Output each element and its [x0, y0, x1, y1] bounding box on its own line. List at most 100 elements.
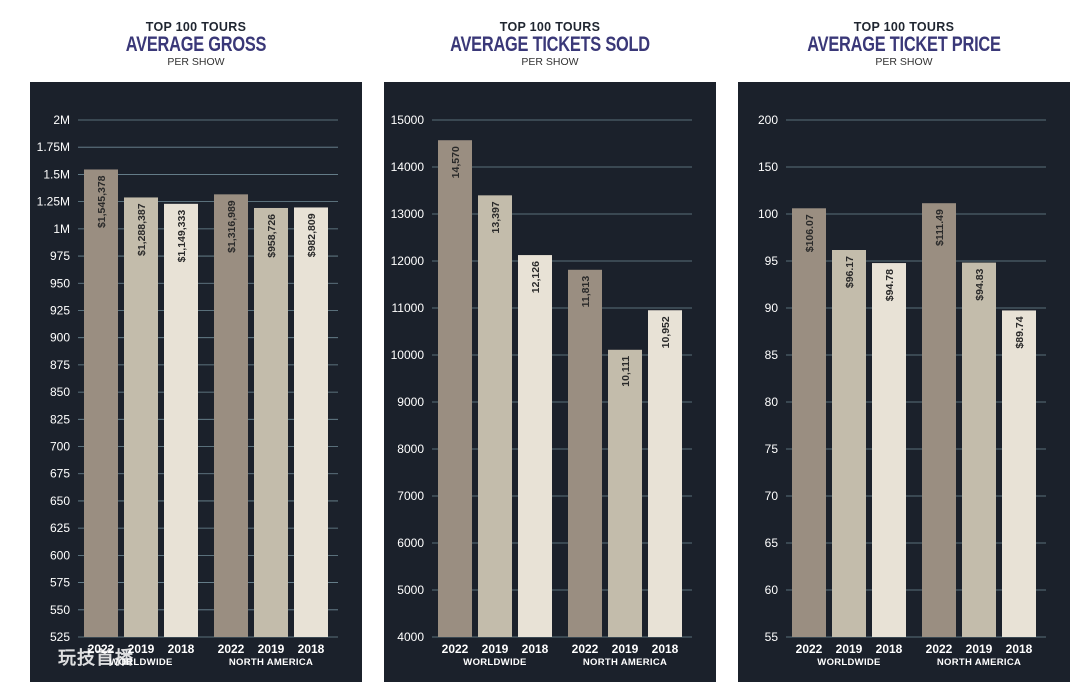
- y-tick-label: 5000: [397, 583, 424, 597]
- y-tick-label: 13000: [391, 207, 425, 221]
- data-label: $1,288,387: [136, 203, 148, 256]
- group-label: WORLDWIDE: [463, 657, 526, 668]
- y-tick-label: 1.5M: [43, 167, 70, 181]
- bar-2018: [164, 203, 198, 637]
- watermark-text: 玩技首播: [58, 648, 134, 669]
- chart-subtitle: PER SHOW: [875, 56, 933, 68]
- data-label: 14,570: [450, 146, 462, 178]
- y-tick-label: 150: [758, 160, 778, 174]
- chart-subtitle: PER SHOW: [167, 56, 225, 68]
- y-tick-label: 90: [765, 301, 779, 315]
- y-tick-label: 7000: [397, 489, 424, 503]
- x-category-label: 2018: [876, 642, 903, 656]
- y-tick-label: 550: [50, 603, 70, 617]
- y-tick-label: 70: [765, 489, 779, 503]
- bar-2019: [962, 262, 996, 637]
- data-label: $89.74: [1014, 316, 1026, 348]
- y-tick-label: 850: [50, 385, 70, 399]
- chart-svg: 525 550 575 600 625 650 675 700 825 850 875 900 925 9…: [37, 113, 338, 668]
- average-gross-chart: TOP 100 TOURS AVERAGE GROSS PER SHOW 525…: [30, 0, 362, 696]
- bar-2018: [1002, 310, 1036, 637]
- bar-2019: [124, 197, 158, 637]
- chart-header: TOP 100 TOURS AVERAGE TICKETS SOLD PER S…: [384, 20, 716, 68]
- data-label: $94.78: [884, 269, 896, 301]
- y-tick-label: 650: [50, 494, 70, 508]
- x-category-label: 2019: [482, 642, 509, 656]
- bar-2022: [792, 208, 826, 637]
- data-label: $982,809: [306, 213, 318, 257]
- y-tick-label: 6000: [397, 536, 424, 550]
- x-category-label: 2022: [926, 642, 953, 656]
- x-category-label: 2019: [966, 642, 993, 656]
- bar-2019: [832, 250, 866, 637]
- y-tick-label: 825: [50, 412, 70, 426]
- y-tick-label: 600: [50, 548, 70, 562]
- bar-2022: [922, 203, 956, 637]
- y-tick-label: 14000: [391, 160, 425, 174]
- bar-2018: [294, 207, 328, 637]
- bar-2022: [438, 140, 472, 637]
- chart-overtitle: TOP 100 TOURS: [499, 20, 601, 34]
- y-tick-label: 1.75M: [37, 140, 70, 154]
- y-tick-label: 75: [765, 442, 779, 456]
- x-category-label: 2022: [442, 642, 469, 656]
- y-tick-label: 900: [50, 331, 70, 345]
- group-label: NORTH AMERICA: [229, 657, 313, 668]
- data-label: $111.49: [934, 209, 946, 246]
- data-label: 10,952: [660, 316, 672, 348]
- chart-svg: 55 60 65 70 75 80 85 90 95 100 150 200 $106.07 2022 $9…: [758, 113, 1046, 668]
- chart-header: TOP 100 TOURS AVERAGE TICKET PRICE PER S…: [738, 20, 1070, 68]
- group-label: NORTH AMERICA: [937, 657, 1021, 668]
- y-tick-label: 8000: [397, 442, 424, 456]
- x-category-label: 2022: [572, 642, 599, 656]
- y-tick-label: 100: [758, 207, 778, 221]
- data-label: $106.07: [804, 214, 816, 252]
- data-label: 12,126: [530, 261, 542, 293]
- x-category-label: 2019: [128, 642, 155, 656]
- x-category-label: 2022: [88, 642, 115, 656]
- y-tick-label: 11000: [392, 301, 425, 315]
- y-tick-label: 10000: [391, 348, 425, 362]
- y-tick-label: 700: [50, 440, 70, 454]
- bar-2019: [478, 195, 512, 637]
- data-label: 10,111: [620, 356, 632, 387]
- average-ticket-price-chart: TOP 100 TOURS AVERAGE TICKET PRICE PER S…: [738, 0, 1070, 696]
- chart-title: AVERAGE TICKET PRICE: [807, 33, 1001, 56]
- bar-2018: [872, 263, 906, 637]
- data-label: $1,316,989: [226, 200, 238, 253]
- chart-subtitle: PER SHOW: [521, 56, 579, 68]
- y-tick-label: 95: [765, 254, 779, 268]
- bar-2022: [568, 269, 602, 637]
- x-category-label: 2019: [258, 642, 285, 656]
- y-tick-label: 9000: [397, 395, 424, 409]
- y-tick-label: 2M: [53, 113, 70, 127]
- bar-2022: [84, 169, 118, 637]
- y-tick-label: 975: [50, 249, 70, 263]
- y-tick-label: 55: [765, 630, 779, 644]
- bar-2022: [214, 194, 248, 637]
- y-tick-label: 85: [765, 348, 779, 362]
- y-tick-label: 525: [50, 630, 70, 644]
- group-label: WORLDWIDE: [817, 657, 880, 668]
- data-label: 11,813: [580, 276, 592, 308]
- y-tick-label: 925: [50, 303, 70, 317]
- data-label: $96.17: [844, 256, 856, 288]
- y-tick-label: 60: [765, 583, 779, 597]
- chart-header: TOP 100 TOURS AVERAGE GROSS PER SHOW: [30, 20, 362, 68]
- y-tick-label: 875: [50, 358, 70, 372]
- y-tick-label: 575: [50, 576, 70, 590]
- chart-panel: 55 60 65 70 75 80 85 90 95 100 150 200 $106.07 2022 $9…: [738, 82, 1070, 682]
- y-tick-label: 1M: [53, 222, 70, 236]
- bar-2019: [254, 207, 288, 637]
- data-label: 13,397: [490, 201, 502, 233]
- x-category-label: 2019: [612, 642, 639, 656]
- chart-svg: 4000 5000 6000 7000 8000 9000 10000 11000 12000 1…: [391, 113, 692, 668]
- y-tick-label: 1.25M: [37, 195, 70, 209]
- y-tick-label: 80: [765, 395, 779, 409]
- y-tick-label: 15000: [391, 113, 425, 127]
- x-category-label: 2018: [652, 642, 679, 656]
- x-category-label: 2018: [522, 642, 549, 656]
- chart-overtitle: TOP 100 TOURS: [853, 20, 955, 34]
- y-tick-label: 675: [50, 467, 70, 481]
- y-tick-label: 200: [758, 113, 778, 127]
